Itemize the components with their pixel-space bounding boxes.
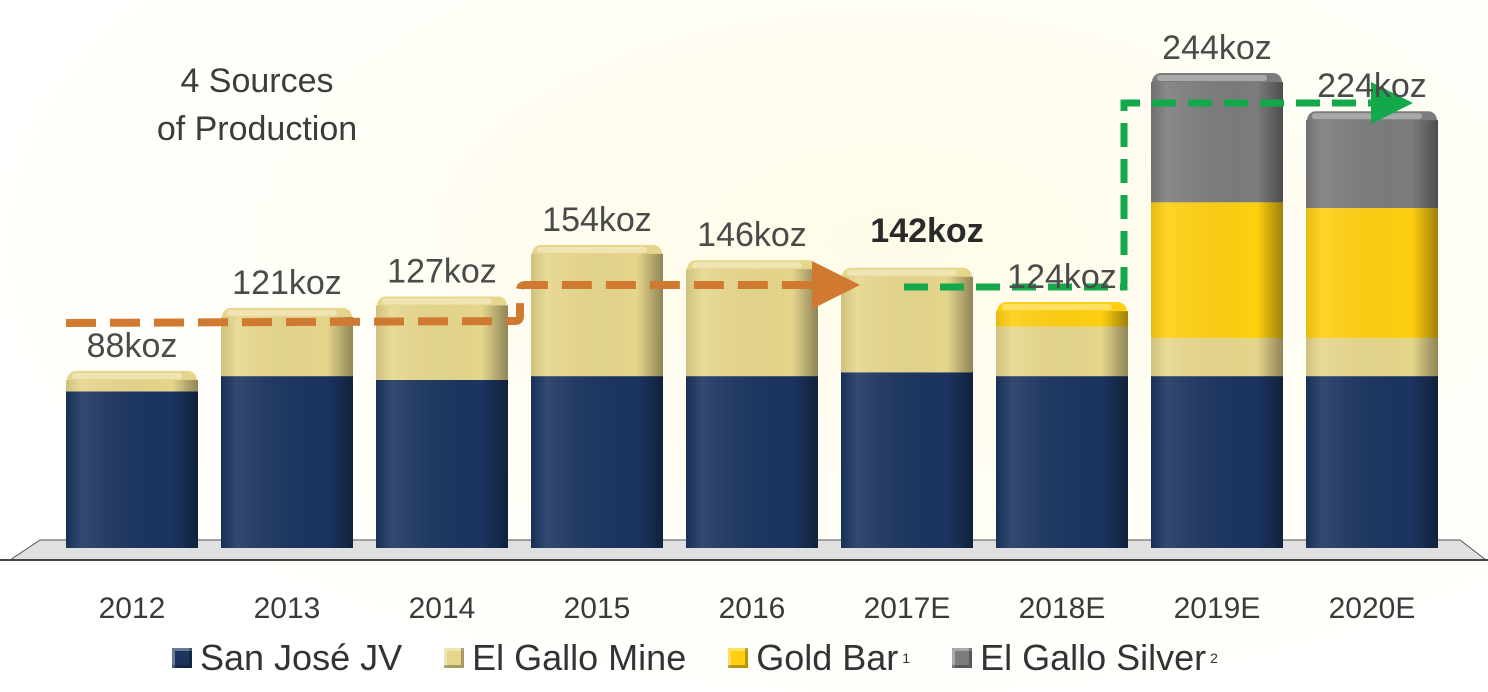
x-tick-label: 2018E bbox=[1019, 592, 1106, 625]
chart-legend: San José JV El Gallo Mine Gold Bar 1 El … bbox=[172, 636, 1260, 680]
el-gallo-mine-swatch-icon bbox=[444, 648, 465, 668]
bar-total-label: 244koz bbox=[1162, 29, 1272, 67]
x-tick-label: 2020E bbox=[1329, 592, 1416, 625]
bar-highlight bbox=[692, 262, 802, 269]
legend-item-el-gallo-silver: El Gallo Silver 2 bbox=[952, 637, 1218, 679]
gold-bar-swatch-icon bbox=[728, 648, 749, 668]
legend-label: El Gallo Silver bbox=[980, 637, 1207, 678]
x-tick-label: 2019E bbox=[1174, 592, 1261, 625]
x-tick-label: 2016 bbox=[719, 592, 786, 625]
bar-total-label: 224koz bbox=[1317, 67, 1427, 105]
legend-label: El Gallo Mine bbox=[472, 637, 687, 678]
bar-highlight bbox=[537, 246, 647, 253]
bar-highlight bbox=[382, 298, 492, 305]
footnote-marker: 1 bbox=[902, 650, 911, 666]
legend-item-san-jose: San José JV bbox=[172, 637, 402, 679]
bar-shading bbox=[66, 379, 198, 548]
x-tick-label: 2013 bbox=[254, 592, 321, 625]
x-tick-label: 2012 bbox=[99, 592, 166, 625]
x-tick-label: 2015 bbox=[564, 592, 631, 625]
x-tick-label: 2014 bbox=[409, 592, 476, 625]
bar-highlight bbox=[1157, 75, 1267, 81]
legend-item-gold-bar: Gold Bar 1 bbox=[728, 637, 910, 679]
bar-total-label: 88koz bbox=[87, 327, 178, 365]
bar-highlight bbox=[1312, 113, 1422, 120]
green-trend-arrow bbox=[904, 82, 1413, 291]
bar-highlight bbox=[1002, 304, 1112, 311]
bar-shading bbox=[1151, 82, 1283, 548]
footnote-marker: 2 bbox=[1210, 650, 1218, 666]
x-tick-label: 2017E bbox=[864, 592, 951, 625]
bar-shading bbox=[841, 276, 973, 548]
bar-shading bbox=[221, 316, 353, 548]
bar-shading bbox=[686, 269, 818, 548]
bar-total-label: 154koz bbox=[542, 201, 652, 239]
bar-shading bbox=[996, 311, 1128, 548]
annotation-line-2: of Production bbox=[157, 110, 357, 148]
bar-shading bbox=[1306, 120, 1438, 549]
legend-item-el-gallo-mine: El Gallo Mine bbox=[444, 637, 686, 679]
bar-total-label: 146koz bbox=[697, 216, 807, 254]
bar-total-label: 124koz bbox=[1007, 258, 1117, 296]
san-jose-swatch-icon bbox=[172, 648, 192, 668]
bar-total-label: 142koz bbox=[870, 212, 983, 250]
bar-shading bbox=[531, 253, 663, 548]
bar-shading bbox=[376, 305, 508, 548]
bar-total-label: 127koz bbox=[387, 252, 497, 290]
bar-highlight bbox=[847, 269, 957, 276]
bar-highlight bbox=[72, 372, 182, 379]
legend-label: San José JV bbox=[200, 637, 403, 678]
el-gallo-silver-swatch-icon bbox=[952, 648, 973, 668]
bar-total-label: 121koz bbox=[232, 264, 342, 302]
bar-highlight bbox=[227, 309, 337, 316]
legend-label: Gold Bar bbox=[756, 637, 899, 678]
annotation-line-1: 4 Sources bbox=[180, 62, 333, 100]
orange-trend-arrow bbox=[65, 261, 860, 327]
